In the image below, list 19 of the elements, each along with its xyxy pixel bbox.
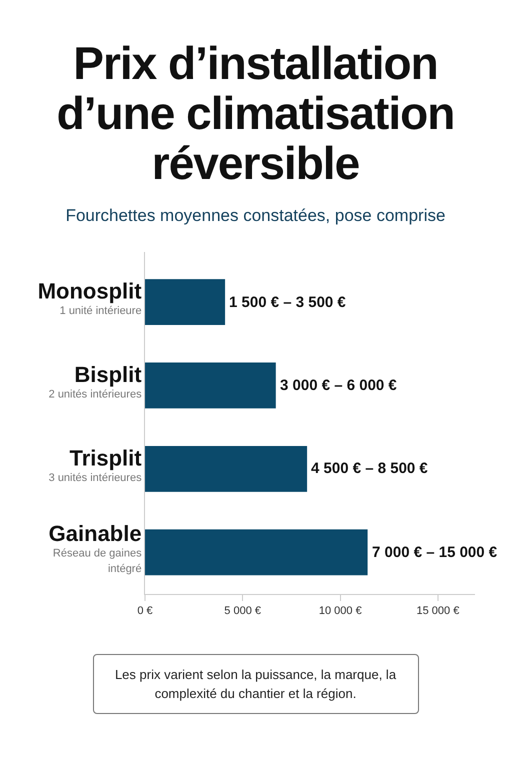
y-tick-label: Monosplit 1 unité intérieure: [38, 278, 142, 318]
y-tick-label: Gainable Réseau de gaines intégré: [48, 520, 142, 576]
y-tick-label: Trisplit 3 unités intérieures: [48, 445, 142, 484]
bar: [145, 446, 308, 492]
x-tick-label: 5 000 €: [224, 605, 261, 618]
annotation: 7 000 € – 15 000 €: [372, 544, 498, 561]
bar: [145, 362, 276, 408]
bar: [145, 529, 368, 576]
text: Les prix varient selon la puissance, la marque, la complexité du chantier et la région.: [92, 654, 418, 714]
annotation: 1 500 € – 3 500 €: [229, 294, 346, 311]
annotation: 3 000 € – 6 000 €: [280, 377, 398, 394]
chart-subtitle: Fourchettes moyennes constatées, pose comprise: [64, 206, 446, 226]
x-tick-label: 0 €: [137, 605, 153, 618]
y-tick-label: Bisplit 2 unités intérieures: [48, 362, 142, 400]
bar: [145, 279, 226, 325]
chart-title: Prix d’installation d’une climatisation réversible: [56, 37, 456, 189]
x-tick-label: 15 000 €: [416, 605, 460, 618]
x-tick-label: 10 000 €: [318, 605, 362, 618]
annotation: 4 500 € – 8 500 €: [311, 460, 428, 477]
